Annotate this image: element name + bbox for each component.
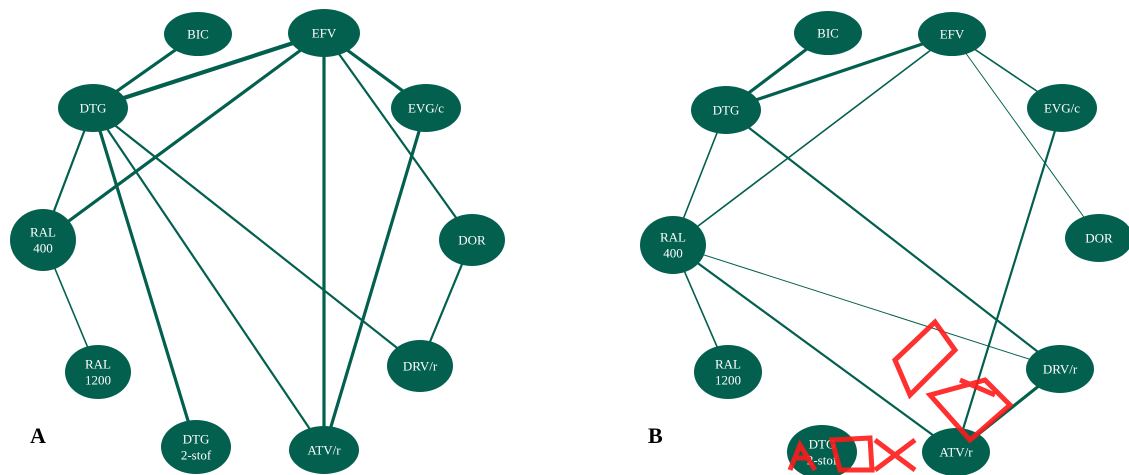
node-b-efv: EFV bbox=[918, 12, 986, 56]
edge-a-efv-ral400 bbox=[41, 31, 326, 242]
edge-b-efv-dtg bbox=[724, 32, 954, 112]
edge-b-efv-dor bbox=[951, 33, 1100, 239]
node-b-dtg: DTG bbox=[691, 86, 761, 134]
node-a-dtg: DTG bbox=[58, 84, 128, 132]
node-label: RAL bbox=[30, 225, 56, 240]
node-ellipse bbox=[10, 209, 76, 271]
node-ellipse bbox=[439, 214, 505, 266]
node-ellipse bbox=[1065, 214, 1129, 262]
node-a-dor: DOR bbox=[439, 214, 505, 266]
node-label: ATV/r bbox=[307, 443, 341, 458]
node-ellipse bbox=[391, 84, 461, 132]
node-b-evgc: EVG/c bbox=[1027, 84, 1097, 132]
node-label: DTG bbox=[713, 103, 740, 118]
node-ellipse bbox=[794, 11, 862, 55]
node-label: EFV bbox=[312, 26, 337, 41]
edge-b-evgc-atvr bbox=[954, 106, 1064, 454]
node-label: EVG/c bbox=[1044, 101, 1080, 116]
node-ellipse bbox=[65, 345, 131, 399]
edge-a-efv-dor bbox=[322, 31, 474, 242]
node-ellipse bbox=[640, 216, 706, 274]
node-a-efv: EFV bbox=[288, 9, 360, 57]
node-label: 2-stof bbox=[181, 448, 212, 463]
node-label: RAL bbox=[85, 357, 111, 372]
node-a-evgc: EVG/c bbox=[391, 84, 461, 132]
node-ellipse bbox=[289, 426, 359, 474]
node-b-atvr: ATV/r bbox=[922, 428, 990, 475]
node-label: DTG bbox=[809, 437, 836, 452]
node-ellipse bbox=[58, 84, 128, 132]
node-label: DTG bbox=[183, 432, 210, 447]
edge-a-dtg-dtg2stof bbox=[91, 106, 198, 449]
edge-a-efv-dtg bbox=[90, 30, 327, 111]
node-label: DTG bbox=[80, 101, 107, 116]
node-label: EFV bbox=[940, 27, 965, 42]
node-ellipse bbox=[387, 340, 453, 392]
node-label: 400 bbox=[33, 241, 53, 256]
node-ellipse bbox=[288, 9, 360, 57]
node-ellipse bbox=[161, 420, 231, 474]
node-ellipse bbox=[694, 345, 762, 399]
node-b-drvr: DRV/r bbox=[1026, 345, 1094, 393]
node-a-drvr: DRV/r bbox=[387, 340, 453, 392]
edge-b-efv-ral400 bbox=[672, 33, 953, 246]
edge-b-ral400-atvr bbox=[671, 243, 958, 454]
node-label: ATV/r bbox=[939, 445, 973, 460]
panel-b-label: B bbox=[648, 423, 663, 448]
node-ellipse bbox=[691, 86, 761, 134]
edge-b-ral400-drvr bbox=[672, 244, 1061, 370]
edge-a-evgc-atvr bbox=[322, 106, 428, 452]
node-ellipse bbox=[164, 12, 232, 56]
node-ellipse bbox=[1027, 84, 1097, 132]
node-a-atvr: ATV/r bbox=[289, 426, 359, 474]
node-b-bic: BIC bbox=[794, 11, 862, 55]
node-b-dor: DOR bbox=[1065, 214, 1129, 262]
node-ellipse bbox=[1026, 345, 1094, 393]
node-label: DRV/r bbox=[1043, 362, 1078, 377]
edge-a-dtg-drvr bbox=[91, 106, 422, 368]
node-label: RAL bbox=[715, 357, 741, 372]
node-label: BIC bbox=[187, 27, 209, 42]
panel-a-label: A bbox=[30, 423, 46, 448]
watermark-logo bbox=[787, 318, 1014, 473]
node-label: DRV/r bbox=[403, 359, 438, 374]
node-label: DOR bbox=[458, 233, 486, 248]
node-label: 2-stof bbox=[807, 453, 838, 468]
node-label: 1200 bbox=[85, 373, 111, 388]
node-label: DOR bbox=[1085, 231, 1113, 246]
node-label: 1200 bbox=[715, 373, 741, 388]
node-a-bic: BIC bbox=[164, 12, 232, 56]
node-label: RAL bbox=[660, 230, 686, 245]
edge-a-dtg-atvr bbox=[91, 106, 326, 452]
edge-b-dtg-drvr bbox=[724, 108, 1062, 371]
node-ellipse bbox=[918, 12, 986, 56]
node-label: 400 bbox=[663, 246, 683, 261]
node-label: EVG/c bbox=[408, 101, 444, 116]
node-label: BIC bbox=[817, 26, 839, 41]
